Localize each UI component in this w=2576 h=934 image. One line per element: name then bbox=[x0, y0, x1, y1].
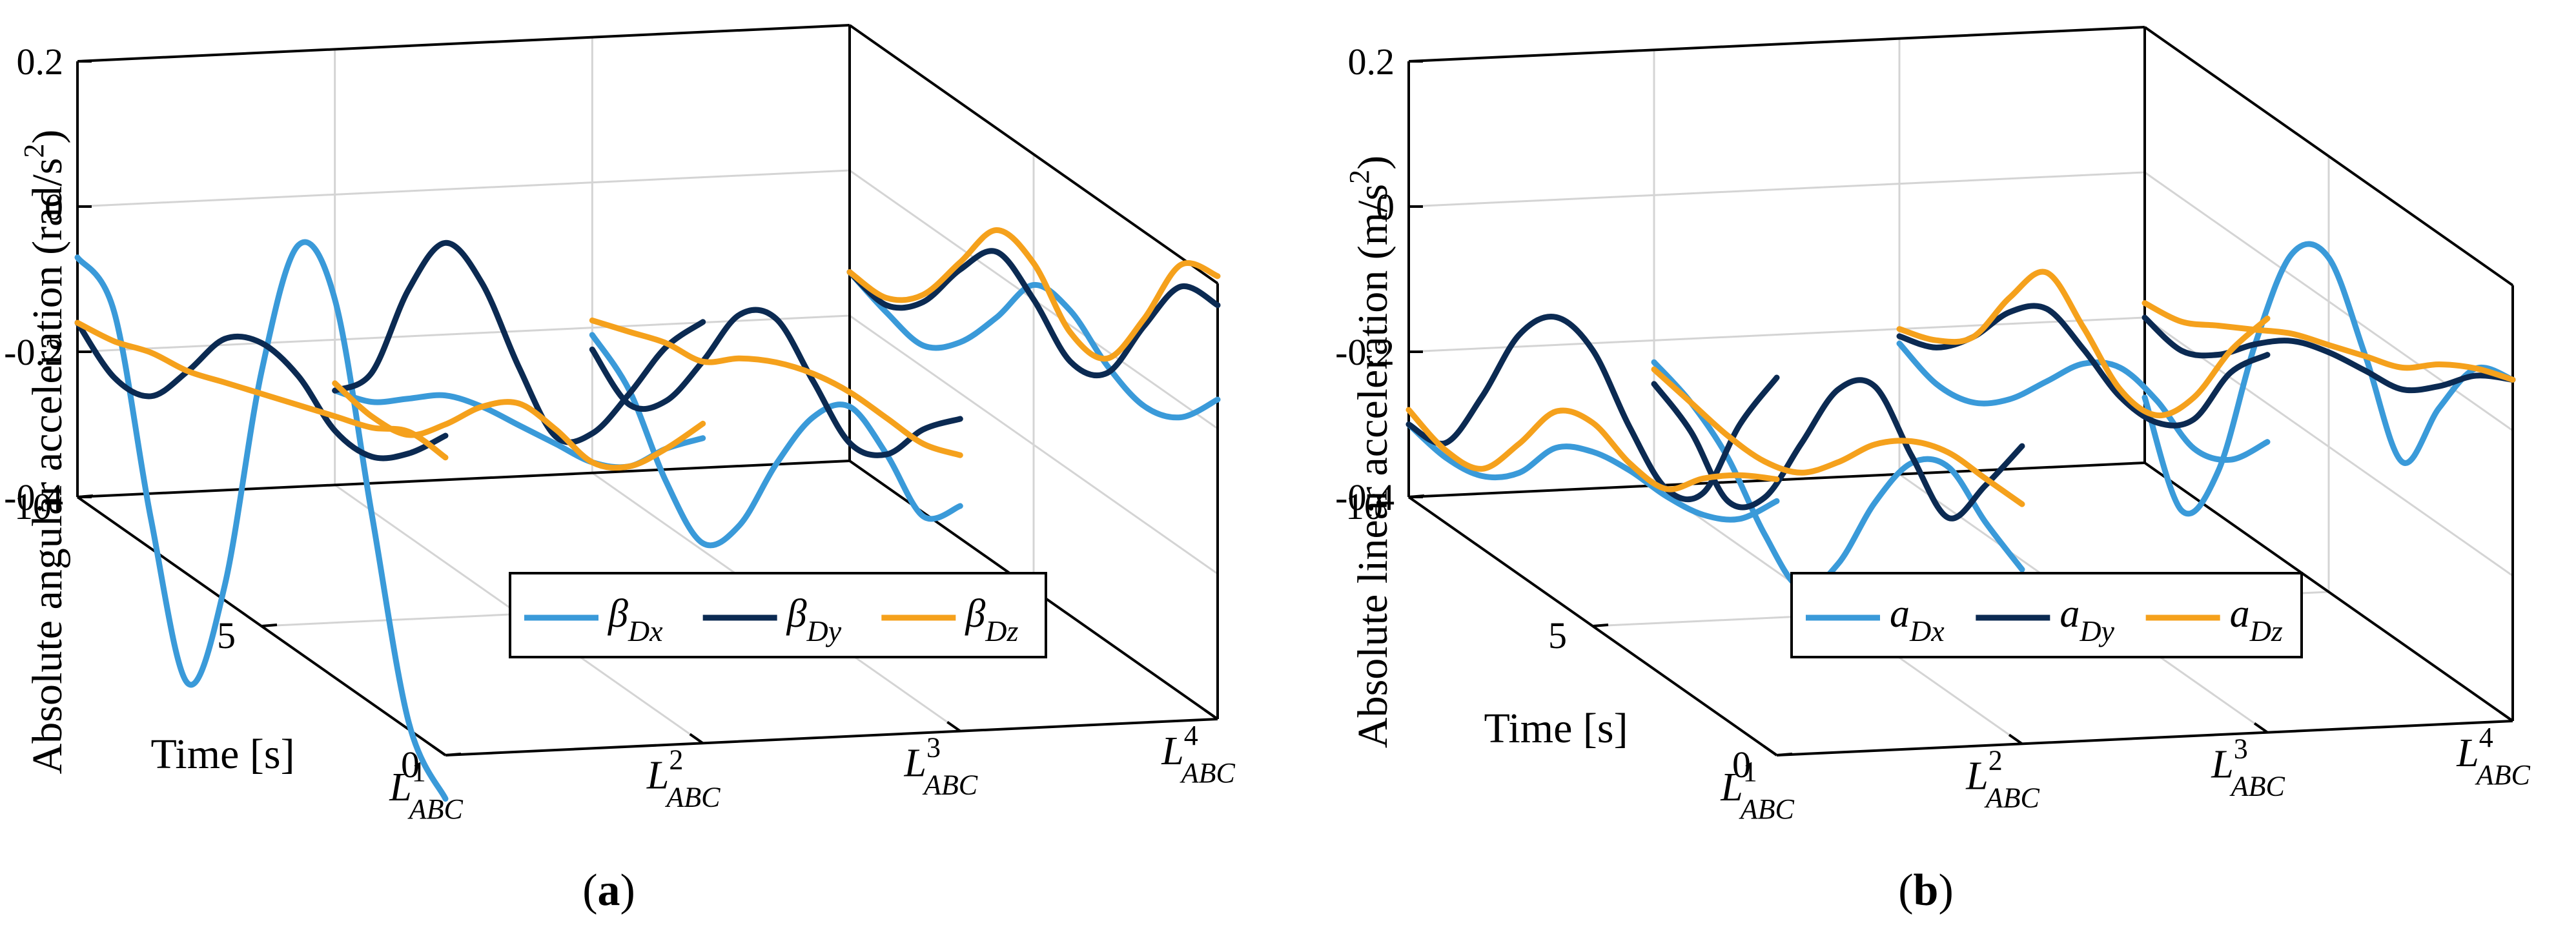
category-axis bbox=[445, 718, 1218, 756]
y-tick-label: -0.4 bbox=[1335, 476, 1395, 518]
category-label: L4 ABC bbox=[1161, 720, 1235, 789]
series-line-dz bbox=[1651, 366, 2025, 507]
category-tick-mark bbox=[946, 721, 961, 733]
y-tick-label: -0.2 bbox=[1335, 331, 1395, 373]
time-tick-mark bbox=[445, 753, 462, 756]
time-tick-mark bbox=[1592, 624, 1609, 627]
axis-box-edge bbox=[2143, 26, 2514, 287]
time-tick-label: 0 bbox=[1732, 744, 1751, 786]
category-label: L4 ABC bbox=[2456, 722, 2530, 791]
series-line-dz bbox=[846, 227, 1221, 362]
legend-box bbox=[509, 572, 1047, 658]
legend-entry: βDx bbox=[608, 592, 663, 647]
series-line-dy bbox=[332, 239, 706, 445]
y-tick-label: 0.2 bbox=[1348, 41, 1395, 83]
legend-entry: aDx bbox=[1890, 592, 1945, 647]
category-label: L2 ABC bbox=[646, 744, 721, 813]
legend-entry: aDz bbox=[2230, 592, 2283, 647]
category-tick-mark bbox=[2499, 711, 2514, 722]
series-line-dz bbox=[2142, 300, 2516, 383]
legend-entry: aDy bbox=[2060, 592, 2114, 647]
series-line-dx bbox=[589, 332, 963, 549]
y-axis-label: Absolute angular acceleration (rad/s2) bbox=[18, 130, 71, 775]
series-line-dx bbox=[1651, 359, 2025, 593]
axis-box-edge bbox=[1408, 26, 2145, 63]
grid-line bbox=[1408, 171, 2145, 208]
panel-label: (a) bbox=[582, 866, 635, 915]
axis-box-edge bbox=[77, 24, 850, 63]
time-tick-mark bbox=[77, 494, 94, 498]
category-tick-mark bbox=[1203, 709, 1219, 720]
time-tick-mark bbox=[1408, 494, 1425, 498]
time-tick-mark bbox=[1776, 753, 1793, 756]
series-line-dx bbox=[74, 239, 449, 802]
panel-label: (b) bbox=[1898, 866, 1954, 915]
series-line-dy bbox=[589, 307, 963, 458]
axis-box-edge bbox=[2143, 462, 2514, 722]
series-line-dy bbox=[846, 248, 1221, 379]
category-label: L3 ABC bbox=[2211, 733, 2285, 802]
series-line-dx bbox=[846, 269, 1221, 421]
category-label: L2 ABC bbox=[1965, 744, 2039, 813]
series-line-dy bbox=[2142, 314, 2516, 394]
time-tick-mark bbox=[261, 624, 278, 627]
series-line-dx bbox=[1896, 340, 2271, 463]
time-tick-label: 10 bbox=[1345, 485, 1383, 527]
legend-entry: βDy bbox=[786, 592, 842, 647]
y-tick-label: -0.2 bbox=[4, 331, 63, 373]
series-line-dz bbox=[1896, 269, 2271, 419]
category-label: L1 ABC bbox=[1720, 756, 1794, 825]
grid-line bbox=[77, 314, 850, 353]
category-tick-mark bbox=[689, 733, 704, 744]
category-label: L3 ABC bbox=[904, 732, 978, 801]
category-tick-mark bbox=[2253, 722, 2269, 734]
series-line-dx bbox=[2142, 241, 2516, 517]
series-line-dz bbox=[332, 380, 706, 471]
time-axis-label: Time [s] bbox=[1484, 705, 1628, 752]
time-tick-label: 10 bbox=[14, 485, 52, 527]
time-tick-label: 5 bbox=[1548, 614, 1567, 656]
time-tick-label: 5 bbox=[217, 614, 236, 656]
category-axis bbox=[1776, 720, 2513, 756]
legend-entry: βDz bbox=[965, 592, 1018, 647]
category-tick-mark bbox=[2008, 733, 2023, 745]
series-line-dy bbox=[74, 320, 449, 462]
category-tick-mark bbox=[1763, 745, 1778, 756]
category-tick-mark bbox=[431, 745, 447, 756]
y-axis-label: Absolute linear acceleration (m/s2) bbox=[1344, 156, 1396, 748]
series-line-dz bbox=[1406, 407, 1780, 492]
grid-line bbox=[77, 169, 850, 208]
series-line-dz bbox=[589, 317, 963, 458]
series-line-dx bbox=[1406, 421, 1780, 523]
grid-line bbox=[1408, 316, 2145, 353]
time-axis-label: Time [s] bbox=[150, 731, 294, 778]
series-line-dy bbox=[1406, 314, 1780, 503]
y-tick-label: 0.2 bbox=[17, 41, 64, 83]
axis-box-edge bbox=[77, 460, 850, 498]
axis-box-edge bbox=[848, 24, 1219, 285]
y-tick-label: -0.4 bbox=[4, 476, 63, 518]
y-tick-label: 0 bbox=[1376, 186, 1395, 228]
y-tick-label: 0 bbox=[45, 186, 63, 228]
series-line-dy bbox=[1651, 377, 2025, 522]
